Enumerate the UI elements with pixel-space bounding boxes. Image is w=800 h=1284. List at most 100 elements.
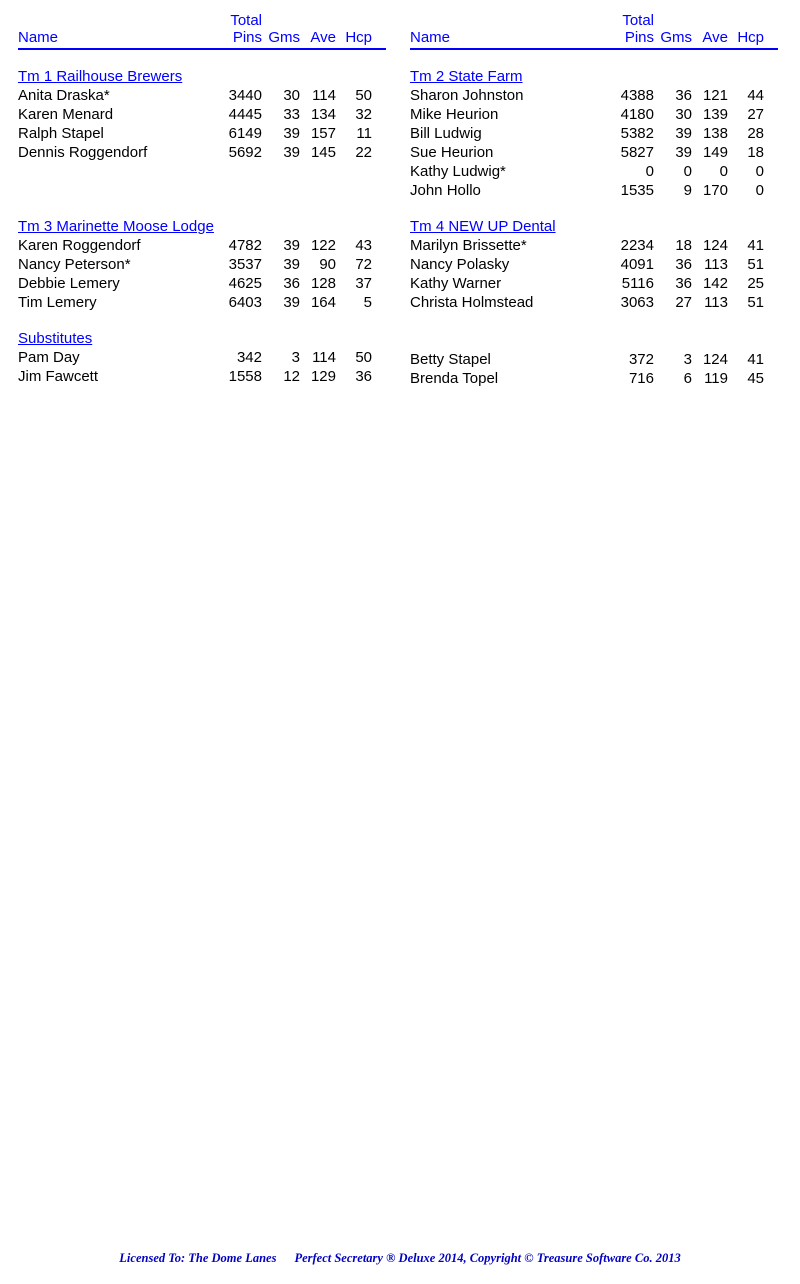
cell-hcp: 41: [728, 350, 764, 369]
player-row: Kathy Ludwig*0000: [410, 162, 778, 181]
team-title: Tm 2 State Farm: [410, 68, 778, 85]
cell-hcp: 25: [728, 274, 764, 293]
cell-pins: 4180: [610, 105, 654, 124]
right-column: NameTotal PinsGmsAveHcp Tm 2 State FarmSh…: [410, 12, 778, 388]
cell-pins: 372: [610, 350, 654, 369]
hdr-ave: Ave: [300, 29, 336, 46]
row-spacer: [18, 181, 386, 200]
footer-copyright: Perfect Secretary ® Deluxe 2014, Copyrig…: [294, 1251, 680, 1265]
cell-name: Kathy Ludwig*: [410, 162, 610, 181]
team-title: Tm 3 Marinette Moose Lodge: [18, 218, 386, 235]
cell-ave: 142: [692, 274, 728, 293]
cell-name: Nancy Polasky: [410, 255, 610, 274]
player-row: Anita Draska*34403011450: [18, 86, 386, 105]
cell-gms: 39: [262, 255, 300, 274]
team-title: Substitutes: [18, 330, 386, 347]
cell-gms: 3: [262, 348, 300, 367]
cell-name: Sue Heurion: [410, 143, 610, 162]
hdr-name: Name: [410, 29, 610, 46]
cell-hcp: 43: [336, 236, 372, 255]
cell-ave: 113: [692, 293, 728, 312]
cell-pins: 4388: [610, 86, 654, 105]
cell-pins: 0: [610, 162, 654, 181]
cell-pins: 342: [218, 348, 262, 367]
cell-gms: 0: [654, 162, 692, 181]
cell-ave: 164: [300, 293, 336, 312]
cell-ave: 139: [692, 105, 728, 124]
cell-hcp: 50: [336, 86, 372, 105]
cell-hcp: 51: [728, 255, 764, 274]
player-row: Nancy Polasky40913611351: [410, 255, 778, 274]
cell-name: Anita Draska*: [18, 86, 218, 105]
cell-ave: 124: [692, 236, 728, 255]
cell-hcp: 44: [728, 86, 764, 105]
cell-gms: 39: [262, 293, 300, 312]
cell-hcp: 0: [728, 162, 764, 181]
player-row: Christa Holmstead30632711351: [410, 293, 778, 312]
player-row: Nancy Peterson*3537399072: [18, 255, 386, 274]
cell-hcp: 36: [336, 367, 372, 386]
cell-name: Ralph Stapel: [18, 124, 218, 143]
page-body: NameTotal PinsGmsAveHcp Tm 1 Railhouse Br…: [0, 0, 800, 388]
cell-hcp: 0: [728, 181, 764, 200]
cell-gms: 36: [654, 274, 692, 293]
column-header: NameTotal PinsGmsAveHcp: [18, 12, 386, 50]
cell-ave: 90: [300, 255, 336, 274]
cell-pins: 4091: [610, 255, 654, 274]
cell-ave: 119: [692, 369, 728, 388]
cell-gms: 9: [654, 181, 692, 200]
player-row: Tim Lemery6403391645: [18, 293, 386, 312]
cell-ave: 124: [692, 350, 728, 369]
cell-name: Dennis Roggendorf: [18, 143, 218, 162]
cell-hcp: 41: [728, 236, 764, 255]
cell-pins: 5116: [610, 274, 654, 293]
player-row: Kathy Warner51163614225: [410, 274, 778, 293]
player-row: Betty Stapel372312441: [410, 350, 778, 369]
cell-ave: 113: [692, 255, 728, 274]
cell-pins: 5692: [218, 143, 262, 162]
cell-hcp: 37: [336, 274, 372, 293]
player-row: Marilyn Brissette*22341812441: [410, 236, 778, 255]
cell-pins: 5827: [610, 143, 654, 162]
cell-ave: 114: [300, 348, 336, 367]
cell-pins: 716: [610, 369, 654, 388]
cell-pins: 1535: [610, 181, 654, 200]
cell-pins: 4445: [218, 105, 262, 124]
hdr-name: Name: [18, 29, 218, 46]
cell-name: Sharon Johnston: [410, 86, 610, 105]
team-title: Tm 1 Railhouse Brewers: [18, 68, 386, 85]
hdr-pins: Total Pins: [610, 12, 654, 46]
page-footer: Licensed To: The Dome LanesPerfect Secre…: [0, 1251, 800, 1266]
cell-name: Christa Holmstead: [410, 293, 610, 312]
cell-gms: 39: [654, 143, 692, 162]
cell-ave: 157: [300, 124, 336, 143]
cell-gms: 36: [262, 274, 300, 293]
cell-gms: 3: [654, 350, 692, 369]
hdr-pins: Total Pins: [218, 12, 262, 46]
cell-hcp: 45: [728, 369, 764, 388]
row-spacer: [18, 162, 386, 181]
cell-pins: 1558: [218, 367, 262, 386]
cell-pins: 4625: [218, 274, 262, 293]
hdr-ave: Ave: [692, 29, 728, 46]
cell-name: Mike Heurion: [410, 105, 610, 124]
player-row: Sue Heurion58273914918: [410, 143, 778, 162]
player-row: Ralph Stapel61493915711: [18, 124, 386, 143]
cell-ave: 121: [692, 86, 728, 105]
cell-pins: 3537: [218, 255, 262, 274]
cell-ave: 138: [692, 124, 728, 143]
cell-gms: 30: [654, 105, 692, 124]
cell-pins: 4782: [218, 236, 262, 255]
cell-gms: 33: [262, 105, 300, 124]
player-row: Jim Fawcett15581212936: [18, 367, 386, 386]
player-row: Sharon Johnston43883612144: [410, 86, 778, 105]
cell-gms: 39: [262, 124, 300, 143]
cell-ave: 170: [692, 181, 728, 200]
player-row: John Hollo153591700: [410, 181, 778, 200]
cell-pins: 5382: [610, 124, 654, 143]
column-header: NameTotal PinsGmsAveHcp: [410, 12, 778, 50]
cell-ave: 128: [300, 274, 336, 293]
cell-name: Kathy Warner: [410, 274, 610, 293]
cell-hcp: 22: [336, 143, 372, 162]
cell-name: Bill Ludwig: [410, 124, 610, 143]
